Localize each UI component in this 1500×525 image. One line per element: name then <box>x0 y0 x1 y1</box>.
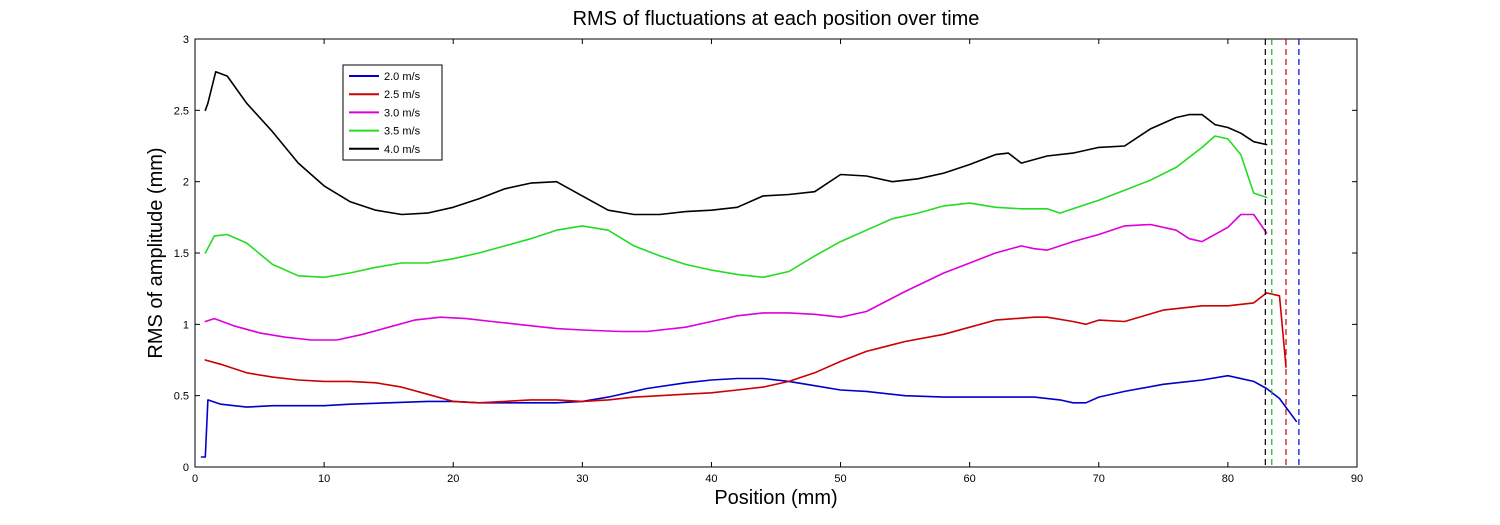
y-tick-label: 3 <box>183 34 189 46</box>
series-line-4 <box>204 135 1268 279</box>
chart-title: RMS of fluctuations at each position ove… <box>573 8 980 30</box>
y-tick-label: 1 <box>183 319 189 331</box>
legend-label-5: 4.0 m/s <box>384 144 421 156</box>
x-axis-label: Position (mm) <box>714 487 837 509</box>
legend-label-1: 2.0 m/s <box>384 71 421 83</box>
x-tick-label: 40 <box>705 473 717 485</box>
series-line-2 <box>204 292 1287 404</box>
legend-label-3: 3.0 m/s <box>384 107 421 119</box>
y-tick-label: 2.5 <box>174 105 189 117</box>
x-tick-label: 70 <box>1093 473 1105 485</box>
x-tick-label: 50 <box>834 473 846 485</box>
series-line-5 <box>204 71 1268 216</box>
legend-label-2: 2.5 m/s <box>384 89 421 101</box>
legend-label-4: 3.5 m/s <box>384 126 421 138</box>
y-tick-label: 0.5 <box>174 391 189 403</box>
x-tick-label: 0 <box>192 473 198 485</box>
x-tick-label: 80 <box>1222 473 1234 485</box>
y-tick-label: 0 <box>183 462 189 474</box>
series-line-3 <box>204 213 1268 341</box>
x-tick-label: 30 <box>576 473 588 485</box>
y-axis-label: RMS of amplitude (mm) <box>145 147 167 358</box>
legend: 2.0 m/s 2.5 m/s 3.0 m/s 3.5 m/s 4.0 m/s <box>342 64 443 161</box>
series-line-1 <box>200 374 1298 458</box>
x-tick-label: 90 <box>1351 473 1363 485</box>
x-tick-label: 20 <box>447 473 459 485</box>
y-tick-label: 2 <box>183 177 189 189</box>
y-tick-label: 1.5 <box>174 248 189 260</box>
x-tick-label: 10 <box>318 473 330 485</box>
x-tick-label: 60 <box>964 473 976 485</box>
